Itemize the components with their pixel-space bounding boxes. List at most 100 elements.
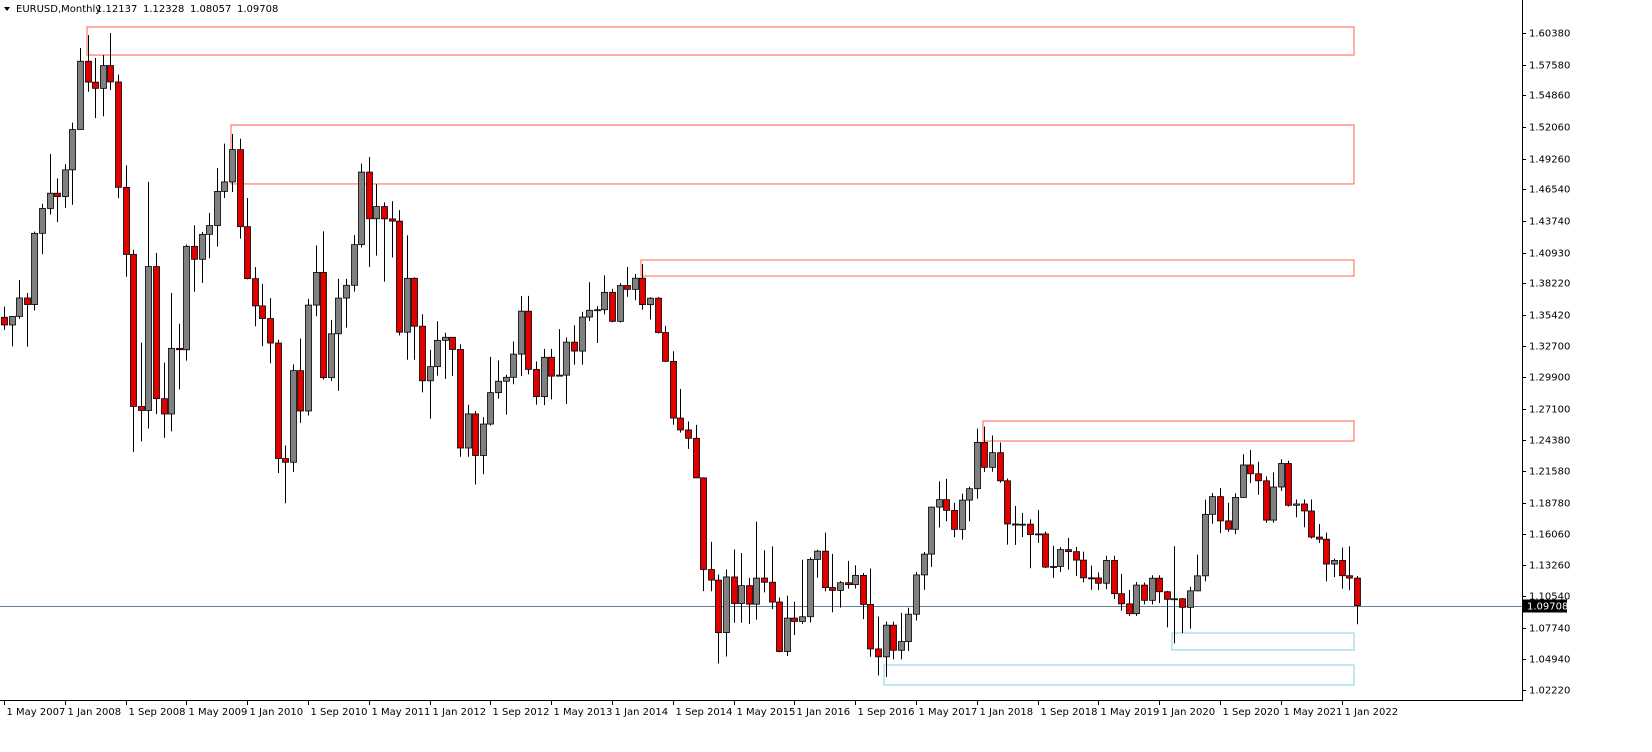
candle-body [852, 574, 859, 586]
candle-body [107, 65, 114, 83]
candle-body [951, 509, 958, 530]
candle-body [639, 277, 646, 306]
candle-body [617, 285, 624, 322]
candle-body [579, 316, 586, 352]
candle-body [343, 284, 350, 299]
candle-body [1149, 577, 1156, 601]
candle-body [632, 277, 639, 290]
x-tick-label: 1 Jan 2008 [68, 707, 122, 718]
candle-body [320, 272, 327, 379]
candle-body [373, 206, 380, 220]
x-tick-label: 1 May 2011 [372, 707, 431, 718]
candle-body [457, 349, 464, 449]
candle-body [1209, 496, 1216, 515]
title-ohlc: 1.08057 [190, 4, 231, 15]
candle-body [829, 587, 836, 591]
y-tick-label: 1.57580 [1529, 61, 1570, 72]
x-tick-label: 1 Sep 2008 [129, 707, 186, 718]
candle-body [981, 441, 988, 468]
candle-body [1316, 536, 1323, 540]
candle-body [799, 616, 806, 622]
candle-body [54, 192, 61, 198]
x-tick-label: 1 Jan 2016 [797, 707, 851, 718]
candle-body [1354, 577, 1361, 606]
candle-body [62, 169, 69, 198]
candle-body [351, 244, 358, 286]
candle-body [115, 81, 122, 188]
x-tick-label: 1 Jan 2022 [1345, 707, 1399, 718]
candle-body [814, 550, 821, 560]
candle-body [959, 499, 966, 530]
candle-body [571, 341, 578, 352]
candle-body [700, 477, 707, 570]
candle-body [905, 613, 912, 642]
y-tick-label: 1.13260 [1529, 561, 1570, 572]
candle-body [145, 266, 152, 411]
x-tick-label: 1 Sep 2014 [676, 707, 733, 718]
x-tick-label: 1 Sep 2012 [493, 707, 550, 718]
candle-body [769, 581, 776, 603]
candle-body [1247, 464, 1254, 475]
candle-body [1111, 560, 1118, 595]
candle-body [563, 341, 570, 376]
candle-body [1187, 590, 1194, 608]
candle-body [1346, 575, 1353, 579]
candle-body [1065, 549, 1072, 553]
candle-body [1225, 520, 1232, 530]
candle-body [670, 360, 677, 419]
candle-body [1263, 480, 1270, 521]
candle-body [1012, 523, 1019, 526]
candle-body [47, 192, 54, 209]
candle-body [746, 585, 753, 605]
candle-body [77, 60, 84, 130]
candle-body [1194, 575, 1201, 592]
title-ohlc: 1.12137 [96, 4, 137, 15]
candle-body [541, 356, 548, 398]
candle-body [624, 285, 631, 290]
candle-body [1042, 533, 1049, 568]
candle-body [1035, 533, 1042, 536]
candle-body [130, 254, 137, 407]
candle-body [1156, 577, 1163, 593]
candle-body [153, 266, 160, 400]
candle-body [396, 220, 403, 333]
x-tick-label: 1 Sep 2010 [311, 707, 368, 718]
candle-body [647, 297, 654, 306]
candle-body [655, 297, 662, 333]
title-ohlc: 1.12328 [143, 4, 184, 15]
candle-body [510, 353, 517, 378]
candle-body [974, 441, 981, 490]
zone [640, 259, 1355, 277]
x-tick-label: 1 Jan 2012 [433, 707, 487, 718]
candle-body [807, 559, 814, 618]
candle-body [715, 579, 722, 634]
candle-body [24, 297, 31, 305]
candle-body [936, 499, 943, 508]
candle-body [85, 60, 92, 83]
candle-body [237, 149, 244, 228]
candle-body [495, 380, 502, 394]
y-tick-label: 1.24380 [1529, 436, 1570, 447]
y-tick-label: 1.18780 [1529, 499, 1570, 510]
candle-body [1080, 559, 1087, 579]
x-tick-label: 1 May 2017 [919, 707, 978, 718]
candle-body [305, 304, 312, 412]
candle-body [259, 305, 266, 319]
candle-body [677, 417, 684, 431]
candle-body [313, 272, 320, 306]
y-tick-label: 1.07740 [1529, 624, 1570, 635]
candle-body [358, 171, 365, 246]
candle-body [328, 333, 335, 379]
y-tick-label: 1.40930 [1529, 249, 1570, 260]
candle-body [1323, 538, 1330, 565]
x-tick-label: 1 Sep 2016 [858, 707, 915, 718]
candle-body [837, 582, 844, 591]
x-tick-label: 1 May 2013 [554, 707, 613, 718]
candle-body [997, 452, 1004, 482]
candle-body [411, 277, 418, 327]
candle-body [784, 617, 791, 652]
candle-body [966, 488, 973, 501]
candle-body [404, 277, 411, 333]
y-tick-label: 1.32700 [1529, 342, 1570, 353]
